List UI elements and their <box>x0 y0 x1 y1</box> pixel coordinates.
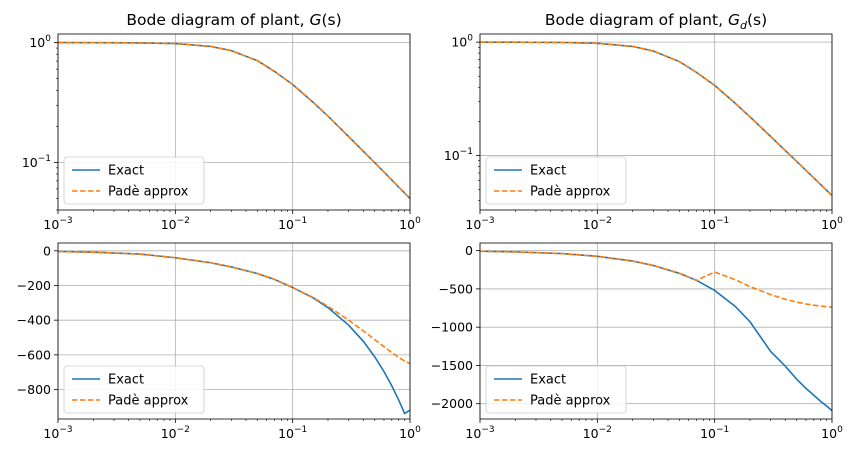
axes-frame <box>57 33 411 211</box>
phase-plot-g: 10−3 10−2 10−1 100 0 −200 −400 −600 −800 Exact Pad… <box>17 242 421 441</box>
y-tick-label: −500 <box>439 281 473 296</box>
legend-label: Exact <box>108 373 144 388</box>
series-line-pade <box>57 41 411 200</box>
legend-label: Padè approx <box>530 185 611 200</box>
legend-box <box>63 365 205 414</box>
legend-label: Exact <box>530 373 566 388</box>
x-tick-label: 10−1 <box>700 425 729 441</box>
legend-box <box>485 365 627 414</box>
y-tick-label: −1500 <box>431 358 473 373</box>
y-tick-label: −400 <box>17 313 51 328</box>
y-tick-label: −1000 <box>431 320 473 335</box>
y-tick-label: 0 <box>43 243 51 258</box>
y-tick-label: −200 <box>17 278 51 293</box>
x-tick-label: 10−1 <box>700 216 729 232</box>
x-tick-label: 10−2 <box>583 425 612 441</box>
legend: Exact Padè approx <box>63 156 205 205</box>
legend-label: Padè approx <box>108 394 189 409</box>
legend: Exact Padè approx <box>63 365 205 414</box>
series-line-exact <box>57 250 411 415</box>
legend-label: Exact <box>108 164 144 179</box>
axes-frame <box>479 33 833 211</box>
y-tick-label: 100 <box>451 34 473 50</box>
axes-frame <box>57 242 411 420</box>
x-tick-label: 10−3 <box>465 425 494 441</box>
x-tick-label: 100 <box>399 425 421 441</box>
legend-label: Exact <box>530 164 566 179</box>
x-tick-label: 100 <box>399 216 421 232</box>
magnitude-plot-g: 10−3 10−2 10−1 100 10−1 100 Bode diagram of pl… <box>22 11 421 232</box>
x-tick-label: 100 <box>821 425 843 441</box>
x-tick-label: 10−2 <box>583 216 612 232</box>
y-tick-label: −800 <box>17 382 51 397</box>
x-tick-label: 10−2 <box>161 216 190 232</box>
series-line-pade <box>479 250 833 308</box>
x-tick-label: 10−2 <box>161 425 190 441</box>
magnitude-plot-gd: 10−3 10−2 10−1 100 10−1 100 Bode diagram of pl… <box>444 11 843 232</box>
y-tick-label: 10−1 <box>22 154 51 170</box>
y-tick-label: 100 <box>29 34 51 50</box>
legend-box <box>63 156 205 205</box>
legend-box <box>485 156 627 205</box>
x-tick-label: 100 <box>821 216 843 232</box>
y-tick-label: −600 <box>17 347 51 362</box>
series-line-pade <box>479 41 833 197</box>
y-tick-label: 0 <box>465 243 473 258</box>
x-tick-label: 10−1 <box>278 216 307 232</box>
axes-frame <box>479 242 833 420</box>
series-line-pade <box>57 250 411 365</box>
x-tick-label: 10−3 <box>465 216 494 232</box>
legend-label: Padè approx <box>530 394 611 409</box>
x-tick-label: 10−3 <box>43 425 72 441</box>
chart-title: Bode diagram of plant, Gd(s) <box>545 11 767 32</box>
legend-label: Padè approx <box>108 185 189 200</box>
y-tick-label: 10−1 <box>444 147 473 163</box>
x-tick-label: 10−3 <box>43 216 72 232</box>
legend: Exact Padè approx <box>485 156 627 205</box>
x-tick-label: 10−1 <box>278 425 307 441</box>
y-tick-label: −2000 <box>431 396 473 411</box>
phase-plot-gd: 10−3 10−2 10−1 100 0 −500 −1000 −1500 −2000 Exact… <box>431 242 843 441</box>
chart-title: Bode diagram of plant, G(s) <box>126 11 341 29</box>
legend: Exact Padè approx <box>485 365 627 414</box>
